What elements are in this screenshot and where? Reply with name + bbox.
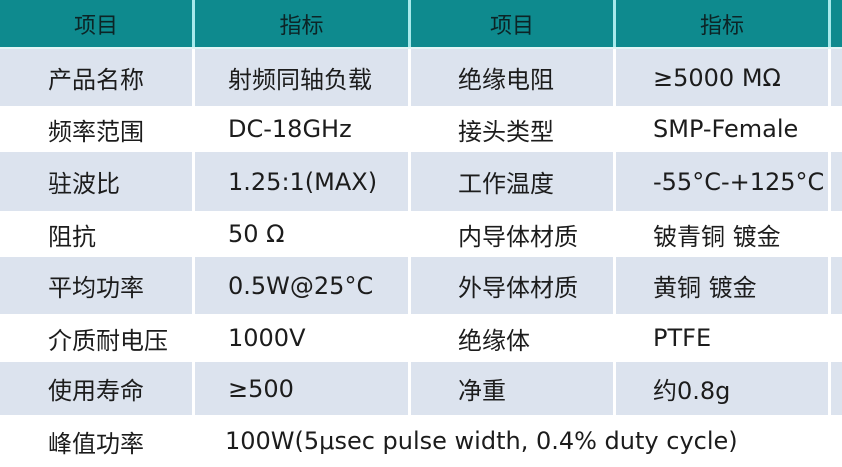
table-row: 频率范围 DC-18GHz 接头类型 SMP-Female	[0, 106, 842, 152]
row-value: SMP-Female	[653, 115, 799, 143]
row-cell-sliver	[831, 314, 842, 362]
row-value: -55°C-+125°C	[616, 152, 828, 211]
row-label: 接头类型	[458, 117, 554, 146]
row-cell-sliver	[831, 362, 842, 415]
row-label: 产品名称	[0, 49, 192, 106]
row-cell-sliver	[831, 152, 842, 211]
row-cell-sliver	[831, 49, 842, 106]
row-label: 绝缘体	[458, 326, 530, 355]
row-value: 0.5W@25°C	[195, 257, 408, 314]
row-value-merged: 100W(5μsec pulse width, 0.4% duty cycle)	[225, 427, 738, 455]
table-row: 阻抗 50 Ω 内导体材质 铍青铜 镀金	[0, 211, 842, 257]
table-row: 使用寿命 ≥500 净重 约0.8g	[0, 362, 842, 415]
table-row-merged: 峰值功率 100W(5μsec pulse width, 0.4% duty c…	[0, 415, 842, 467]
row-label: 外导体材质	[411, 257, 613, 314]
row-label: 工作温度	[411, 152, 613, 211]
row-label: 峰值功率	[48, 429, 144, 458]
table-row: 介质耐电压 1000V 绝缘体 PTFE	[0, 314, 842, 362]
row-value: 1.25:1(MAX)	[195, 152, 408, 211]
row-label: 净重	[411, 362, 613, 415]
row-label: 驻波比	[0, 152, 192, 211]
header-cell-spec-right: 指标	[616, 0, 828, 47]
table-row: 驻波比 1.25:1(MAX) 工作温度 -55°C-+125°C	[0, 152, 842, 211]
row-label: 绝缘电阻	[411, 49, 613, 106]
row-value: 1000V	[228, 324, 306, 352]
row-value: 铍青铜 镀金	[653, 222, 781, 251]
row-cell-sliver	[831, 106, 842, 152]
row-value: PTFE	[653, 324, 712, 352]
header-cell-item-right: 项目	[411, 0, 613, 47]
table-row: 平均功率 0.5W@25°C 外导体材质 黄铜 镀金	[0, 257, 842, 314]
row-value: 黄铜 镀金	[616, 257, 828, 314]
row-value: 50 Ω	[228, 220, 285, 248]
row-label: 介质耐电压	[48, 326, 168, 355]
row-label: 平均功率	[0, 257, 192, 314]
row-value: DC-18GHz	[228, 115, 352, 143]
row-label: 使用寿命	[0, 362, 192, 415]
row-value: 射频同轴负载	[195, 49, 408, 106]
row-cell-sliver	[831, 211, 842, 257]
header-cell-sliver	[831, 0, 842, 47]
row-value: ≥5000 MΩ	[616, 49, 828, 106]
row-value: 约0.8g	[616, 362, 828, 415]
table-row: 产品名称 射频同轴负载 绝缘电阻 ≥5000 MΩ	[0, 49, 842, 106]
table-header-row: 项目 指标 项目 指标	[0, 0, 842, 49]
row-label: 内导体材质	[458, 222, 578, 251]
row-label: 阻抗	[48, 222, 96, 251]
header-cell-item-left: 项目	[0, 0, 192, 47]
row-label: 频率范围	[48, 117, 144, 146]
row-cell-sliver	[831, 257, 842, 314]
row-value: ≥500	[195, 362, 408, 415]
header-cell-spec-left: 指标	[195, 0, 408, 47]
